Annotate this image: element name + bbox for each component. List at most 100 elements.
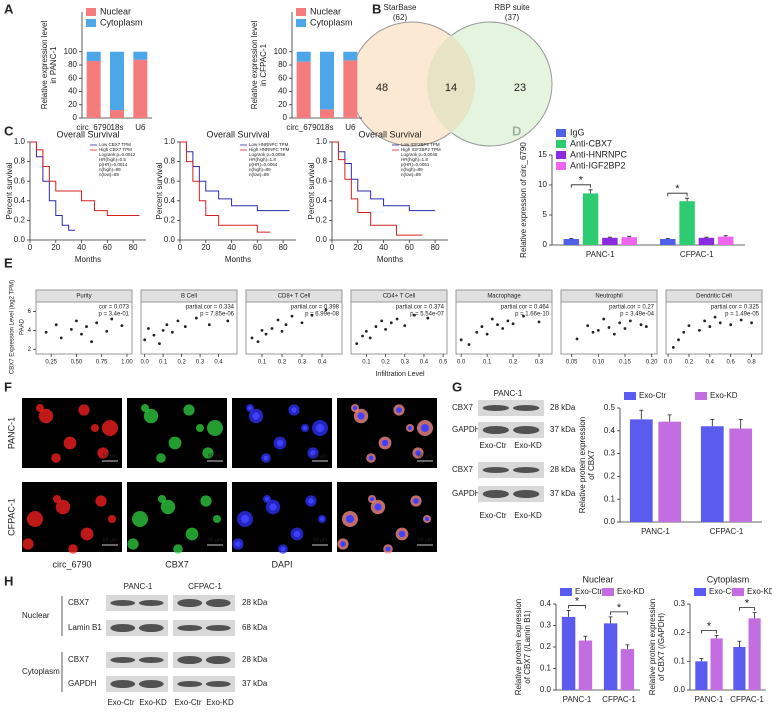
stat-text: p = 3.49e-04 bbox=[620, 312, 655, 318]
channel-label: circ_6790 bbox=[52, 559, 91, 569]
y-tick-label: 0.4 bbox=[540, 599, 552, 608]
nucleus bbox=[421, 424, 429, 432]
nucleus bbox=[241, 515, 249, 523]
x-tick-label: 0.1 bbox=[362, 360, 371, 366]
point bbox=[459, 338, 463, 342]
venn-set-name: RBP suite bbox=[494, 3, 530, 12]
bar-segment bbox=[110, 110, 124, 118]
y-tick-label: 0.2 bbox=[674, 628, 686, 637]
error-bar bbox=[752, 612, 757, 619]
stat-text: p = 6.99e-08 bbox=[305, 312, 340, 318]
cell bbox=[108, 515, 116, 523]
size-label: 28 kDa bbox=[550, 403, 576, 412]
nucleus bbox=[248, 406, 252, 410]
cell bbox=[141, 404, 149, 412]
point bbox=[75, 319, 78, 323]
legend-label: High IGF2BP2 TPM bbox=[401, 147, 441, 152]
bar bbox=[621, 237, 637, 245]
survival-curve bbox=[180, 141, 271, 233]
panel-header bbox=[560, 289, 658, 303]
y-tick-label: 2 bbox=[28, 347, 32, 353]
legend-swatch bbox=[86, 8, 96, 16]
legend-swatch bbox=[624, 392, 636, 400]
error-bar bbox=[710, 419, 715, 427]
x-tick-label: 0.1 bbox=[159, 360, 168, 366]
point bbox=[310, 313, 314, 317]
scale-bar-label: 50 μm bbox=[103, 453, 117, 459]
stat-text: n(high)=89 bbox=[249, 167, 271, 172]
point bbox=[284, 323, 288, 327]
legend-label: Low CBX7 TPM bbox=[99, 142, 131, 147]
band bbox=[138, 657, 164, 663]
y-tick-label: 0.2 bbox=[316, 216, 328, 225]
stat-text: Logrank p=0.0046 bbox=[401, 152, 438, 157]
y-tick-label: 0.3 bbox=[674, 599, 686, 608]
x-tick-label: 60 bbox=[253, 243, 262, 252]
y-tick-label: 4 bbox=[28, 328, 32, 334]
significance-bracket bbox=[667, 192, 688, 197]
nucleus bbox=[252, 412, 260, 420]
cell bbox=[143, 408, 159, 424]
legend-swatch bbox=[296, 19, 306, 27]
band bbox=[205, 599, 231, 607]
point bbox=[485, 332, 489, 336]
point bbox=[618, 321, 622, 325]
stat-text: p = 3.4e-01 bbox=[98, 312, 129, 318]
point bbox=[708, 325, 712, 328]
y-axis-label: of CBX7 (/Lamin B1) bbox=[523, 610, 532, 684]
scale-bar-label: 50 μm bbox=[418, 453, 432, 459]
row-label: GAPDH bbox=[452, 489, 481, 498]
cell bbox=[36, 404, 44, 412]
lane-label: Exo-KD bbox=[514, 511, 542, 520]
panel-title: Dendritic Cell bbox=[696, 294, 732, 300]
error-bar bbox=[714, 635, 719, 639]
x-tick-label: 80 bbox=[279, 243, 288, 252]
point bbox=[718, 321, 722, 325]
point bbox=[264, 332, 268, 336]
point bbox=[403, 324, 407, 328]
y-tick-label: 6 bbox=[28, 309, 32, 315]
significance-label: * bbox=[617, 602, 622, 614]
point bbox=[165, 323, 169, 327]
error-bar bbox=[566, 610, 571, 617]
bar-segment bbox=[320, 51, 334, 110]
point bbox=[644, 325, 648, 328]
point bbox=[426, 316, 430, 320]
panel-title: CD4+ T Cell bbox=[383, 294, 416, 300]
x-tick-label: 0.0 bbox=[457, 360, 466, 366]
panel-header bbox=[455, 289, 553, 303]
x-tick-label: 0 bbox=[178, 243, 183, 252]
stat-text: Logrank p=0.0012 bbox=[99, 152, 136, 157]
row-label: GAPDH bbox=[68, 679, 97, 688]
point bbox=[475, 330, 479, 334]
row-label: GAPDH bbox=[452, 425, 481, 434]
point bbox=[607, 326, 611, 329]
error-bar bbox=[608, 616, 613, 624]
y-tick-label: 0.2 bbox=[604, 472, 616, 481]
y-tick-label: 0.4 bbox=[316, 196, 328, 205]
band bbox=[138, 680, 164, 688]
y-axis-label: of CBX7 bbox=[587, 450, 596, 480]
y-tick-label: 0.2 bbox=[540, 642, 552, 651]
y-tick-label: 100 bbox=[64, 47, 78, 56]
bar bbox=[748, 618, 761, 690]
y-tick-label: 0.6 bbox=[14, 176, 26, 185]
row-label: CFPAC-1 bbox=[6, 498, 16, 536]
x-tick-label: 0.5 bbox=[439, 360, 448, 366]
lane-label: Exo-KD bbox=[514, 441, 542, 450]
error-bar bbox=[625, 644, 630, 650]
significance-label: * bbox=[579, 175, 584, 187]
point bbox=[170, 330, 174, 334]
stat-text: cor = 0.073 bbox=[99, 305, 130, 311]
y-tick-label: 80 bbox=[278, 60, 287, 69]
nucleus bbox=[269, 503, 277, 511]
band bbox=[512, 490, 540, 498]
y-tick-label: 0.0 bbox=[604, 517, 616, 526]
nucleus bbox=[381, 439, 389, 447]
y-tick-label: 0 bbox=[283, 113, 288, 122]
nucleus bbox=[398, 530, 406, 538]
point bbox=[511, 322, 515, 326]
legend-label: Exo-Ctr bbox=[639, 391, 666, 400]
cell-label: CFPAC-1 bbox=[188, 582, 222, 591]
stat-text: HR(high)=1.8 bbox=[401, 157, 428, 162]
